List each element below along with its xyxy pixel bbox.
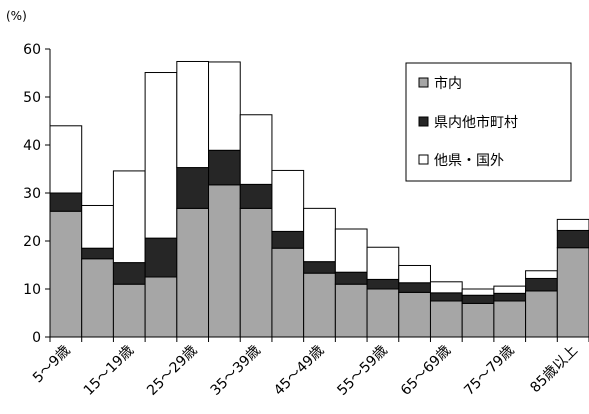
bar-segment-2-cat-7 <box>239 183 273 209</box>
bar-segment-2-cat-6 <box>208 149 241 186</box>
bar-segment-1-cat-12 <box>398 291 431 338</box>
bar-segment-3-cat-12 <box>398 264 431 284</box>
bar-segment-1-cat-3 <box>112 283 146 338</box>
bar-segment-2-cat-12 <box>398 282 431 293</box>
bar-segment-2-cat-5 <box>176 167 210 209</box>
bar-segment-3-cat-17 <box>556 218 589 231</box>
bar-segment-2-cat-14 <box>461 294 495 304</box>
legend-label: 市内 <box>434 75 462 92</box>
y-tick-label: 40 <box>23 138 41 154</box>
x-tick-label: 85歳以上 <box>527 343 581 397</box>
x-tick-label: 55～59歳 <box>334 343 390 399</box>
bar-segment-2-cat-13 <box>429 292 463 302</box>
y-tick-label: 60 <box>23 42 41 58</box>
legend-label: 県内他市町村 <box>434 114 518 131</box>
legend-label: 他県・国外 <box>434 153 504 169</box>
bar-segment-1-cat-13 <box>429 300 463 338</box>
y-tick-label: 30 <box>23 186 41 202</box>
bar-segment-2-cat-9 <box>303 261 336 274</box>
bar-segment-2-cat-4 <box>144 237 178 278</box>
x-tick-label: 65～69歳 <box>398 343 454 399</box>
bar-segment-2-cat-16 <box>525 277 558 292</box>
x-tick-label: 25～29歳 <box>144 343 200 399</box>
bar-segment-2-cat-15 <box>493 292 527 302</box>
bar-segment-1-cat-10 <box>334 283 368 338</box>
legend-box <box>405 62 572 182</box>
x-axis: 5～9歳 15～19歳 25～29歳 35～39歳 45～49歳 55～59歳 65～69歳… <box>30 336 589 399</box>
bar-segment-2-cat-8 <box>271 230 305 249</box>
bar-segment-3-cat-1 <box>49 125 83 194</box>
bar-segment-2-cat-10 <box>334 271 368 285</box>
bar-segment-2-cat-11 <box>366 278 400 290</box>
bar-segment-1-cat-7 <box>239 207 273 338</box>
bar-segment-3-cat-14 <box>461 288 495 296</box>
bar-segment-3-cat-15 <box>493 285 527 294</box>
x-tick-label: 15～19歳 <box>81 343 137 399</box>
bar-segment-2-cat-1 <box>49 192 83 212</box>
bar-segment-1-cat-8 <box>271 247 305 338</box>
x-tick-label: 5～9歳 <box>30 343 74 387</box>
bar-segment-3-cat-11 <box>366 246 400 280</box>
bar-segment-1-cat-6 <box>208 184 241 338</box>
x-tick-label: 45～49歳 <box>271 343 327 399</box>
bar-segment-1-cat-14 <box>461 302 495 338</box>
bar-segment-3-cat-8 <box>271 169 305 232</box>
bar-segment-3-cat-3 <box>112 170 146 264</box>
bar-segment-3-cat-4 <box>144 72 178 239</box>
bar-segment-3-cat-2 <box>81 204 114 249</box>
y-axis-unit-label: (%) <box>6 9 27 23</box>
bar-segment-3-cat-16 <box>525 270 558 279</box>
y-tick-label: 0 <box>32 330 41 346</box>
y-tick-label: 50 <box>23 90 41 106</box>
bar-segment-2-cat-3 <box>112 262 146 285</box>
bar-segment-1-cat-15 <box>493 300 527 338</box>
y-tick-label: 10 <box>23 282 41 298</box>
legend-swatch <box>418 77 429 88</box>
bar-segment-1-cat-1 <box>49 210 83 338</box>
bar-segment-1-cat-17 <box>556 247 589 338</box>
bar-segment-1-cat-5 <box>176 207 210 338</box>
bar-segment-1-cat-9 <box>303 272 336 338</box>
y-tick-label: 20 <box>23 234 41 250</box>
bars <box>49 60 589 338</box>
x-tick-label: 75～79歳 <box>461 343 517 399</box>
bar-segment-2-cat-17 <box>556 229 589 249</box>
bar-segment-3-cat-7 <box>239 114 273 185</box>
bar-segment-1-cat-4 <box>144 276 178 338</box>
x-tick-label: 35～39歳 <box>208 343 264 399</box>
bar-segment-3-cat-9 <box>303 207 336 263</box>
legend-swatch <box>418 154 429 165</box>
bar-segment-3-cat-13 <box>429 281 463 294</box>
bar-segment-3-cat-10 <box>334 228 368 273</box>
bar-segment-1-cat-2 <box>81 258 114 338</box>
y-axis: 0 10 20 30 40 50 60 (%) <box>6 9 51 346</box>
bar-segment-1-cat-11 <box>366 288 400 338</box>
bar-segment-3-cat-6 <box>208 61 241 151</box>
legend-swatch <box>418 116 429 127</box>
bar-segment-1-cat-16 <box>525 290 558 338</box>
bar-segment-2-cat-2 <box>81 247 114 260</box>
bar-segment-3-cat-5 <box>176 60 210 169</box>
